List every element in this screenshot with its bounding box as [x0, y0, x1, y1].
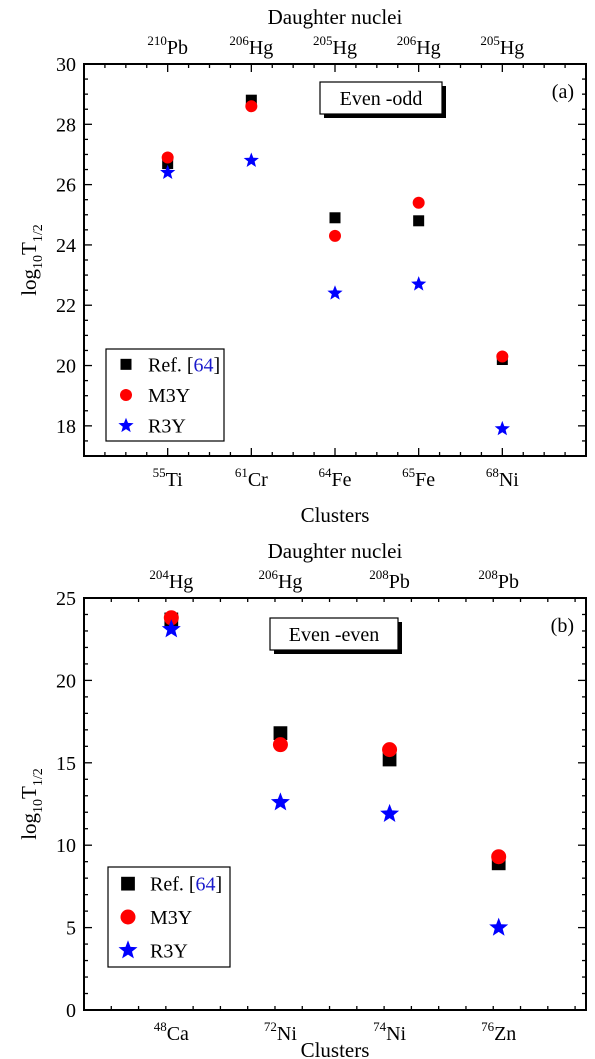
- r3y-point: [270, 792, 290, 811]
- y-axis-title: log10T1/2: [17, 224, 46, 296]
- r3y-point: [494, 420, 510, 436]
- legend-m3y-marker: [120, 389, 132, 401]
- x-axis-title: Clusters: [301, 503, 370, 527]
- y-tick-label: 15: [56, 753, 76, 775]
- x-tick-label-cluster: 61Cr: [235, 465, 268, 491]
- label-box-text: Even -odd: [340, 88, 423, 110]
- top-tick-label-daughter: 206Hg: [258, 567, 302, 593]
- m3y-point: [382, 742, 398, 758]
- chart-panel-a: 18 20 22 24 26 28 30 55Ti 61Cr 64Fe 65Fe 68Ni 210Pb 2…: [17, 5, 587, 527]
- legend-ref-label: Ref. [64]: [148, 354, 220, 376]
- top-axis-title: Daughter nuclei: [268, 539, 403, 563]
- r3y-point: [380, 803, 400, 822]
- y-tick-label: 28: [56, 114, 76, 136]
- panel-label: (b): [551, 615, 574, 637]
- top-axis-title: Daughter nuclei: [268, 5, 403, 29]
- y-tick-label: 22: [56, 295, 76, 317]
- ref-point: [162, 158, 174, 170]
- top-tick-label-daughter: 210Pb: [147, 33, 188, 59]
- r3y-point: [243, 152, 259, 167]
- chart-panel-b: 0 5 10 15 20 25 48Ca 72Ni 74Ni 76Zn 204Hg 206Hg 208P…: [17, 539, 587, 1059]
- m3y-point: [329, 229, 341, 242]
- y-tick-label: 18: [56, 416, 76, 438]
- top-tick-label-daughter: 206Hg: [397, 33, 441, 59]
- legend-m3y-label: M3Y: [150, 907, 192, 929]
- legend-r3y-label: R3Y: [150, 940, 188, 962]
- ref-point: [329, 212, 341, 224]
- m3y-point: [161, 151, 174, 164]
- m3y-point: [245, 100, 258, 113]
- x-tick-label-cluster: 64Fe: [319, 465, 352, 491]
- top-tick-label-daughter: 205Hg: [313, 33, 357, 59]
- top-tick-label-daughter: 204Hg: [149, 567, 193, 593]
- label-box-text: Even -even: [289, 624, 380, 646]
- legend-r3y-marker: [118, 417, 134, 433]
- y-tick-label: 20: [56, 356, 76, 378]
- m3y-point: [163, 610, 179, 626]
- y-tick-label: 24: [56, 235, 76, 257]
- legend-ref-marker: [120, 358, 132, 370]
- legend-r3y-label: R3Y: [148, 416, 186, 438]
- x-tick-label-cluster: 65Fe: [402, 465, 435, 491]
- legend-ref-marker: [121, 876, 135, 891]
- x-axis-title: Clusters: [301, 1038, 370, 1059]
- y-axis-title: log10T1/2: [17, 768, 46, 840]
- y-tick-label: 26: [56, 175, 76, 197]
- x-tick-label-cluster: 72Ni: [264, 1019, 297, 1045]
- ref-point: [273, 726, 288, 741]
- y-tick-label: 20: [56, 670, 76, 692]
- top-tick-label-daughter: 208Pb: [478, 567, 519, 593]
- m3y-point: [491, 849, 507, 865]
- top-tick-label-daughter: 205Hg: [480, 33, 524, 59]
- y-tick-label: 30: [56, 54, 76, 76]
- y-tick-label: 5: [66, 918, 76, 940]
- x-tick-label-cluster: 48Ca: [154, 1019, 189, 1045]
- legend-m3y-marker: [120, 909, 136, 925]
- m3y-point: [412, 196, 425, 209]
- top-tick-label-daughter: 206Hg: [229, 33, 273, 59]
- x-tick-label-cluster: 76Zn: [481, 1019, 516, 1045]
- legend-r3y-marker: [118, 940, 138, 959]
- r3y-point: [411, 276, 427, 291]
- top-tick-label-daughter: 208Pb: [369, 567, 410, 593]
- ref-point: [245, 94, 257, 106]
- label-box: [269, 617, 399, 651]
- plot-frame: [83, 597, 587, 1011]
- r3y-point: [161, 619, 181, 638]
- r3y-point: [489, 917, 509, 936]
- m3y-point: [496, 350, 509, 363]
- y-tick-label: 10: [56, 835, 76, 857]
- y-tick-label: 25: [56, 588, 76, 610]
- r3y-point: [327, 285, 343, 300]
- panel-label: (a): [552, 81, 574, 103]
- label-box: [319, 81, 443, 115]
- y-tick-label: 0: [66, 1000, 76, 1022]
- legend-ref-label: Ref. [64]: [150, 874, 222, 896]
- r3y-point: [160, 164, 176, 179]
- x-tick-label-cluster: 55Ti: [153, 465, 184, 491]
- x-tick-label-cluster: 68Ni: [486, 465, 519, 491]
- m3y-point: [272, 737, 288, 753]
- x-tick-label-cluster: 74Ni: [373, 1019, 406, 1045]
- ref-point: [413, 215, 425, 227]
- legend-m3y-label: M3Y: [148, 385, 190, 407]
